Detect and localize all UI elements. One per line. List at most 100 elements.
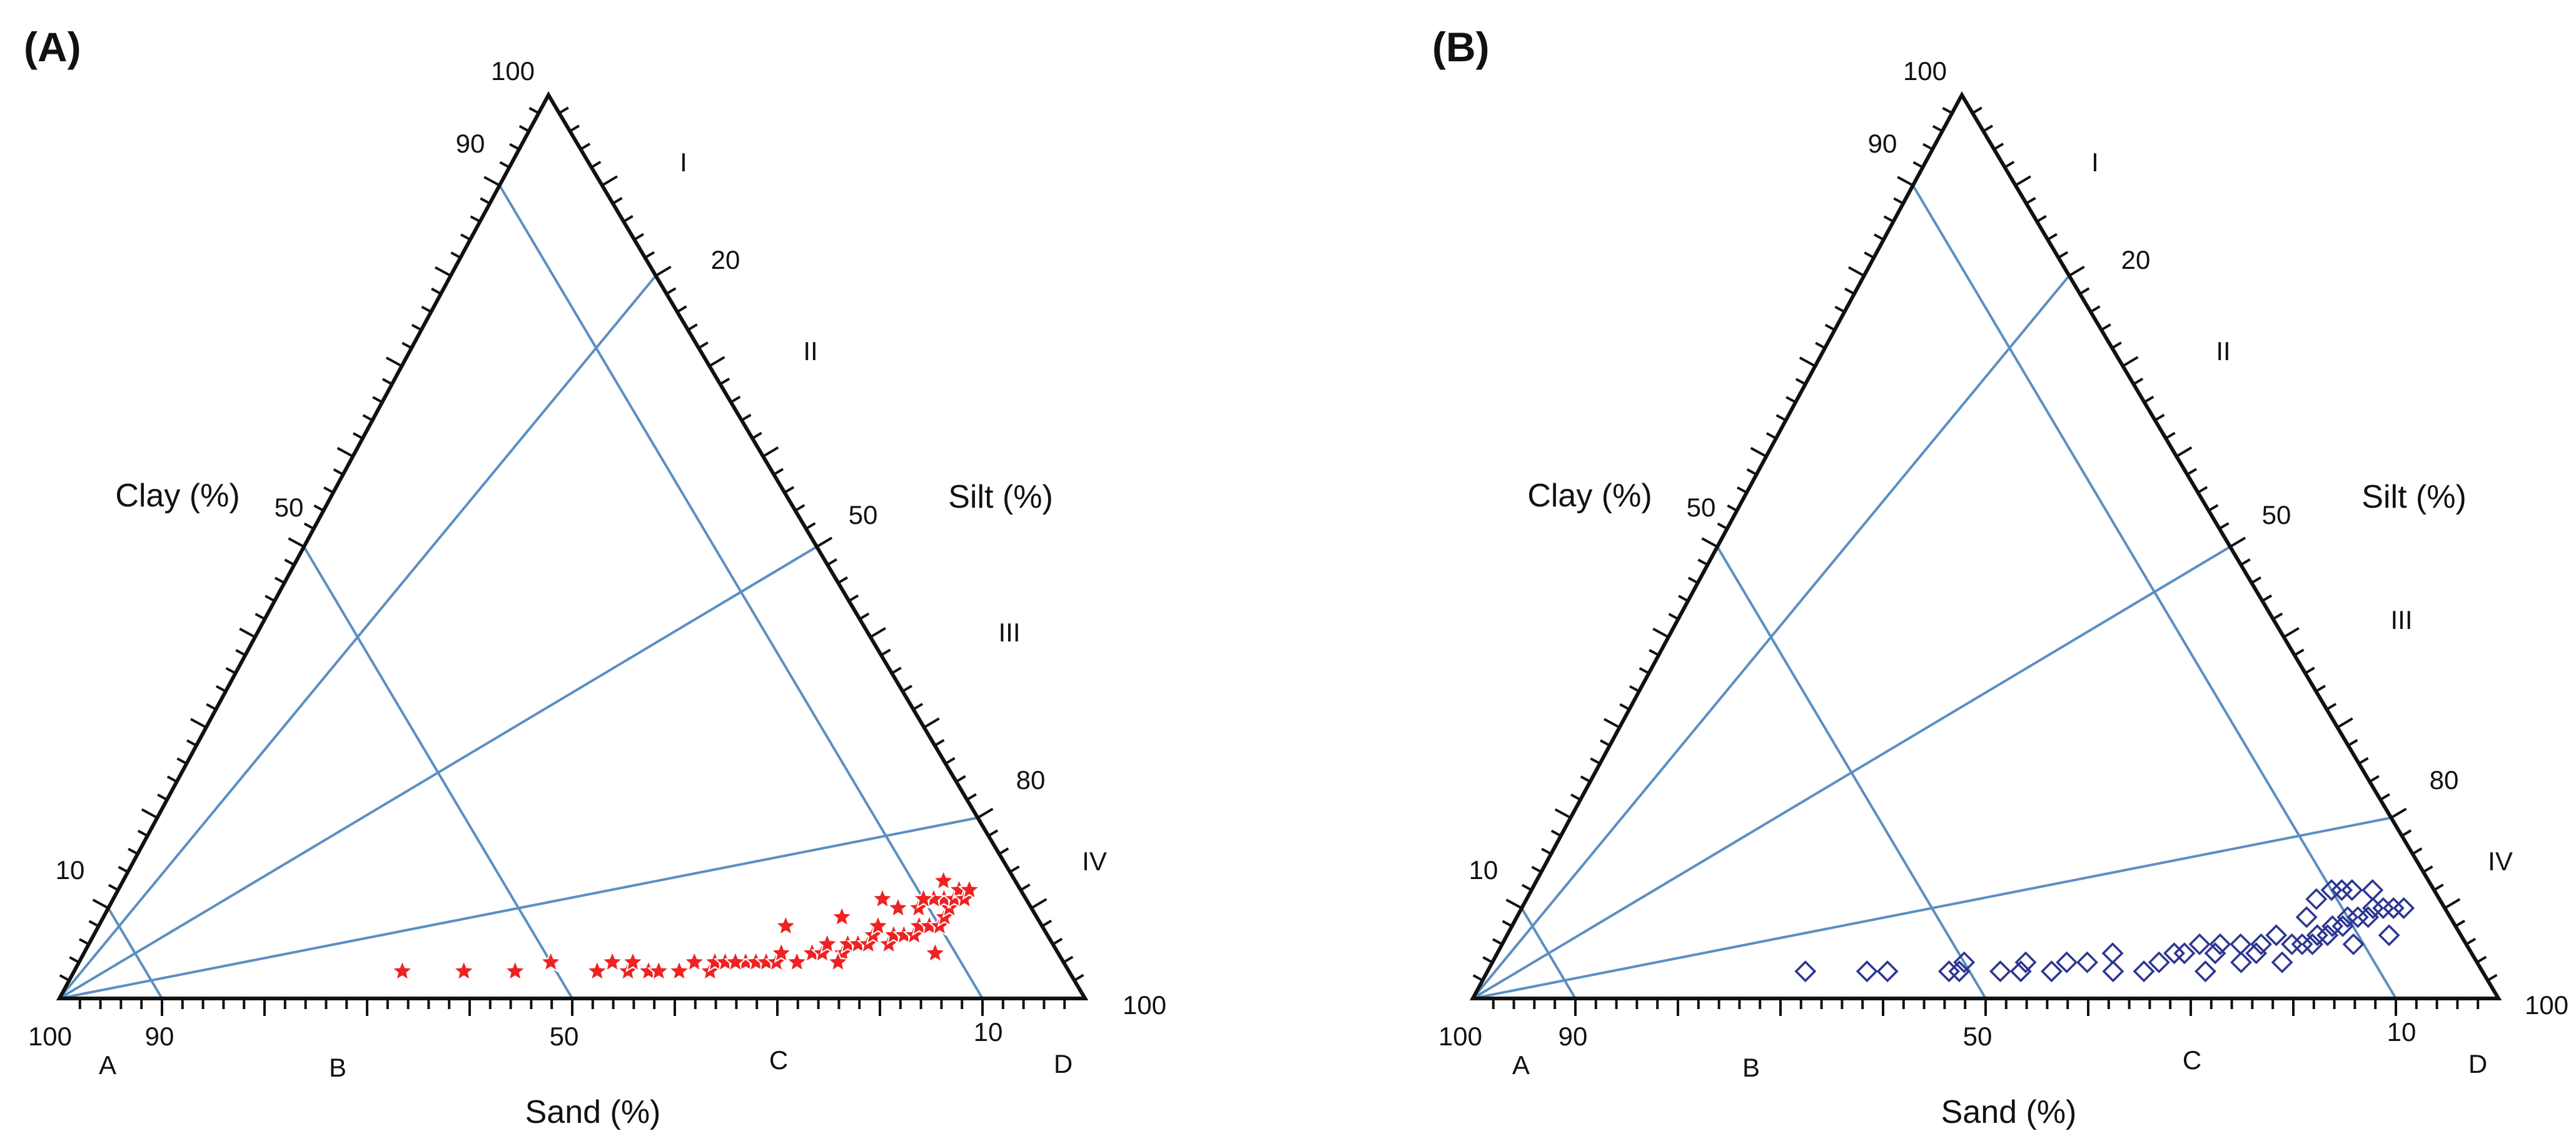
- tick-right-10: [2068, 265, 2085, 277]
- data-point-diamond: [1953, 951, 1976, 973]
- data-point-diamond: [2378, 924, 2400, 947]
- zone-label-d: D: [2468, 1049, 2487, 1078]
- data-point-diamond: [2148, 951, 2170, 973]
- data-point-star: [452, 959, 476, 982]
- clay-tick-50: 50: [275, 493, 304, 522]
- guide-line-sand-50: [1716, 546, 1987, 1000]
- data-point-diamond: [2393, 897, 2415, 919]
- silt-tick-20: 20: [711, 245, 740, 274]
- triangle-axes: [56, 91, 1089, 1000]
- data-points: [1794, 879, 2415, 983]
- tick-left-35: [385, 356, 403, 368]
- data-point-star: [785, 950, 809, 973]
- data-point-diamond: [2204, 942, 2226, 965]
- tick-left-5: [92, 898, 109, 910]
- silt-tick-50: 50: [2262, 500, 2291, 530]
- data-point-diamond: [2040, 960, 2063, 983]
- silt-tick-80: 80: [1016, 765, 1046, 795]
- data-point-diamond: [2341, 879, 2363, 902]
- data-point-diamond: [2316, 924, 2339, 947]
- sand-tick-90: 90: [1558, 1022, 1588, 1051]
- data-point-star: [503, 959, 527, 982]
- data-point-star: [724, 950, 747, 973]
- clay-tick-10: 10: [1469, 855, 1498, 885]
- zone-label-a: A: [99, 1050, 116, 1080]
- data-point-diamond: [2230, 951, 2252, 973]
- axis-ticks: [59, 106, 1084, 1016]
- tick-left-15: [190, 718, 207, 729]
- data-point-diamond: [2163, 942, 2185, 965]
- data-point-diamond: [2320, 879, 2343, 902]
- tick-left-35: [1799, 356, 1816, 368]
- data-point-diamond: [2331, 915, 2354, 937]
- clay-tick-90: 90: [456, 129, 485, 158]
- panel-b: (B) 100 90 50 10 20 50 80 100 100 90 50 …: [1432, 24, 2568, 1130]
- tick-right-15: [2122, 356, 2139, 368]
- zone-label-b: B: [1742, 1053, 1760, 1082]
- data-point-diamond: [2133, 960, 2155, 983]
- zone-label-i: I: [2091, 148, 2099, 177]
- data-point-star: [871, 887, 894, 909]
- zone-label-i: I: [680, 148, 687, 177]
- data-point-diamond: [2188, 933, 2211, 955]
- data-point-diamond: [2321, 915, 2344, 937]
- data-point-diamond: [2250, 933, 2272, 955]
- data-point-diamond: [2357, 906, 2380, 928]
- data-points: [390, 868, 981, 982]
- guide-line-sand-90: [107, 907, 163, 1000]
- zone-label-ii: II: [2216, 336, 2230, 366]
- zone-label-c: C: [769, 1045, 788, 1075]
- data-point-diamond: [1948, 960, 1971, 983]
- data-point-diamond: [2336, 906, 2359, 928]
- guide-lines: [58, 184, 984, 1000]
- tick-right-30: [2283, 626, 2300, 638]
- data-point-star: [816, 932, 839, 955]
- clay-axis-title: Clay (%): [115, 478, 240, 514]
- tick-right-25: [816, 536, 833, 548]
- data-point-diamond: [2056, 951, 2078, 973]
- data-point-star: [826, 950, 850, 973]
- tick-right-35: [923, 717, 940, 729]
- tick-right-5: [2014, 175, 2031, 187]
- data-point-diamond: [2209, 933, 2231, 955]
- guide-line-sand-50: [303, 546, 573, 1000]
- sand-tick-90: 90: [145, 1022, 174, 1051]
- data-point-diamond: [2372, 897, 2395, 919]
- data-point-diamond: [2230, 933, 2252, 955]
- data-point-diamond: [2101, 942, 2124, 965]
- tick-right-35: [2336, 717, 2353, 729]
- data-point-star: [911, 887, 936, 909]
- silt-tick-100: 100: [1123, 990, 1166, 1020]
- data-point-diamond: [2271, 951, 2293, 973]
- data-point-diamond: [2265, 924, 2288, 947]
- tick-right-15: [709, 356, 725, 368]
- sand-tick-50: 50: [550, 1022, 579, 1051]
- data-point-diamond: [1876, 960, 1899, 983]
- tick-left-25: [1701, 537, 1718, 548]
- sand-axis-title: Sand (%): [525, 1094, 661, 1130]
- silt-tick-50: 50: [849, 500, 878, 530]
- silt-tick-100: 100: [2525, 990, 2568, 1020]
- zone-label-b: B: [329, 1053, 346, 1082]
- tick-right-10: [655, 265, 672, 277]
- sand-tick-50: 50: [1963, 1022, 1993, 1051]
- tick-left-45: [1897, 176, 1914, 187]
- tick-left-40: [1848, 266, 1865, 277]
- data-point-diamond: [2009, 960, 2032, 983]
- guide-line-sand-90: [1520, 907, 1577, 1000]
- tick-right-5: [601, 175, 618, 187]
- tick-left-10: [141, 808, 158, 819]
- tick-right-30: [869, 626, 886, 638]
- zone-label-iv: IV: [1082, 847, 1107, 876]
- data-point-star: [621, 950, 645, 973]
- data-point-star: [931, 868, 956, 892]
- data-point-star: [647, 959, 670, 982]
- data-point-diamond: [2014, 951, 2037, 973]
- clay-tick-100: 100: [491, 56, 535, 86]
- tick-left-5: [1505, 898, 1523, 910]
- silt-tick-80: 80: [2430, 765, 2459, 795]
- guide-line-sand-10: [498, 184, 984, 1000]
- data-point-star: [667, 959, 691, 982]
- zone-label-d: D: [1054, 1049, 1073, 1078]
